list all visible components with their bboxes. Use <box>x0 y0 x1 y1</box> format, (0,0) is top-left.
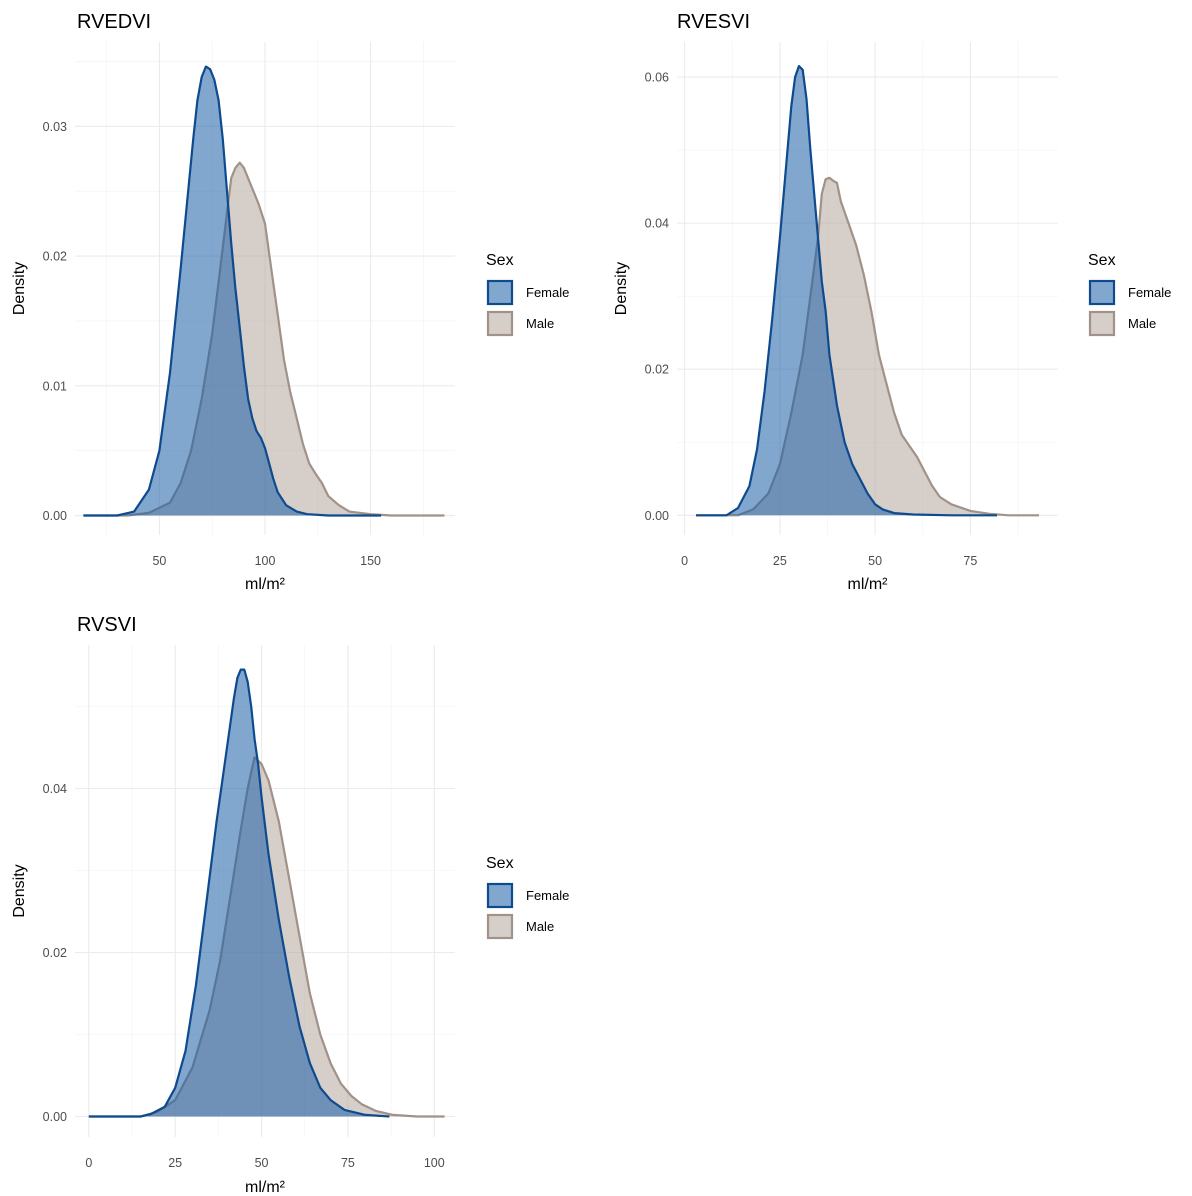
panel-title: RVESVI <box>677 11 750 33</box>
legend-key-male <box>1088 310 1116 337</box>
x-axis-title: ml/m² <box>245 1179 286 1196</box>
y-tick-label: 0.04 <box>645 217 669 231</box>
density-area-female <box>88 669 390 1117</box>
legend-title: Sex <box>486 855 514 872</box>
x-tick-label: 75 <box>341 1156 355 1170</box>
legend-label-male: Male <box>526 316 554 331</box>
x-axis-title: ml/m² <box>245 576 286 593</box>
x-tick-label: 50 <box>868 554 882 568</box>
legend-label-female: Female <box>1128 285 1171 300</box>
legend-title: Sex <box>1088 252 1116 269</box>
legend: Sex Female Male <box>486 855 569 940</box>
chart-panel-rvesvi: 0 25 50 75 0.00 0.02 0.04 0.06 RVESVI ml/m² Densit… <box>613 11 1171 593</box>
density-area-male <box>696 177 1039 516</box>
density-area-female <box>83 66 382 516</box>
x-tick-label: 150 <box>360 554 381 568</box>
y-tick-label: 0.01 <box>43 379 67 393</box>
x-tick-label: 25 <box>168 1156 182 1170</box>
legend: Sex Female Male <box>486 252 569 337</box>
chart-panel-rvedvi: 50 100 150 0.00 0.01 0.02 0.03 RVEDVI ml/m² Densi… <box>11 11 569 593</box>
y-axis-title: Density <box>613 262 630 315</box>
legend-label-male: Male <box>1128 316 1156 331</box>
x-tick-label: 100 <box>424 1156 445 1170</box>
y-tick-label: 0.02 <box>43 946 67 960</box>
legend-label-female: Female <box>526 888 569 903</box>
density-line-female <box>88 668 390 1118</box>
density-line-female <box>83 65 382 517</box>
y-tick-label: 0.00 <box>43 509 67 523</box>
x-tick-label: 25 <box>773 554 787 568</box>
legend-key-male <box>486 913 514 940</box>
legend-key-female <box>1088 279 1116 306</box>
y-tick-label: 0.02 <box>43 250 67 264</box>
density-line-female <box>696 65 997 517</box>
x-tick-label: 0 <box>85 1156 92 1170</box>
y-axis-title: Density <box>11 262 28 315</box>
y-tick-label: 0.03 <box>43 120 67 134</box>
x-tick-label: 50 <box>255 1156 269 1170</box>
y-axis-title: Density <box>11 864 28 917</box>
y-tick-label: 0.00 <box>43 1110 67 1124</box>
y-tick-label: 0.06 <box>645 71 669 85</box>
legend-key-female <box>486 882 514 909</box>
x-tick-label: 0 <box>681 554 688 568</box>
panel-title: RVEDVI <box>77 11 151 33</box>
density-area-male <box>83 162 445 516</box>
x-tick-label: 100 <box>255 554 276 568</box>
legend-label-male: Male <box>526 919 554 934</box>
density-area-female <box>696 66 997 516</box>
panel-title: RVSVI <box>77 614 137 636</box>
x-axis-title: ml/m² <box>848 576 889 593</box>
legend-title: Sex <box>486 252 514 269</box>
y-tick-label: 0.02 <box>645 363 669 377</box>
x-tick-label: 75 <box>963 554 977 568</box>
x-tick-label: 50 <box>152 554 166 568</box>
legend-label-female: Female <box>526 285 569 300</box>
y-tick-label: 0.00 <box>645 509 669 523</box>
y-tick-label: 0.04 <box>43 782 67 796</box>
legend-key-female <box>486 279 514 306</box>
legend: Sex Female Male <box>1088 252 1171 337</box>
chart-panel-rvsvi: 0 25 50 75 100 0.00 0.02 0.04 RVSVI ml/m² Density S… <box>11 614 569 1196</box>
legend-key-male <box>486 310 514 337</box>
